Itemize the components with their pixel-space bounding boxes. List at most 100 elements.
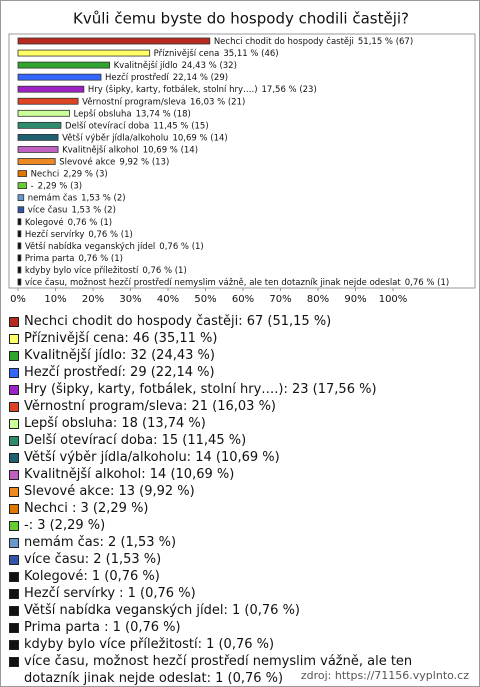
- bar-label: nemám čas 1,53 % (2): [28, 192, 126, 203]
- legend-item: více času: 2 (1,53 %): [9, 551, 469, 568]
- legend-swatch: [9, 538, 19, 548]
- bar: [17, 206, 25, 214]
- legend-label: Kolegové: 1 (0,76 %): [24, 569, 160, 584]
- bar-value-label: 13,74 % (18): [136, 109, 191, 119]
- bar-label: kdyby bylo více příležitostí 0,76 % (1): [25, 265, 187, 275]
- legend-swatch: [9, 640, 19, 650]
- legend-item: Prima parta : 1 (0,76 %): [9, 619, 469, 636]
- bar: [17, 158, 56, 165]
- bar-category: Hezčí servírky: [25, 228, 85, 239]
- legend-swatch: [9, 436, 19, 446]
- bar-label: Delší otevírací doba 11,45 % (15): [65, 120, 209, 131]
- bar-value-label: 0,76 % (1): [79, 253, 123, 263]
- legend-swatch: [9, 589, 19, 599]
- legend-item: Nechci : 3 (2,29 %): [9, 500, 469, 517]
- bar: [17, 242, 22, 250]
- x-tick-label: 100%: [379, 294, 408, 305]
- legend-item: Hry (šipky, karty, fotbálek, stolní hry……: [9, 381, 469, 398]
- legend-label: Větší nabídka veganských jídel: 1 (0,76 …: [24, 603, 300, 618]
- bar-category: nemám čas: [28, 192, 78, 203]
- legend-swatch: [9, 521, 19, 531]
- legend-swatch: [9, 368, 19, 378]
- bar-category: Větší nabídka veganských jídel: [25, 240, 155, 251]
- legend-label: více času, možnost hezčí prostředí nemys…: [24, 654, 413, 686]
- legend-item: Hezčí prostředí: 29 (22,14 %): [9, 364, 469, 381]
- bar-value-label: 2,29 % (3): [38, 181, 82, 191]
- legend-item: nemám čas: 2 (1,53 %): [9, 534, 469, 551]
- bar-category: Delší otevírací doba: [65, 120, 149, 131]
- legend-item: Lepší obsluha: 18 (13,74 %): [9, 415, 469, 432]
- legend-label: Nechci chodit do hospody častěji: 67 (51…: [24, 314, 332, 329]
- legend-swatch: [9, 385, 19, 395]
- legend-label: Věrnostní program/sleva: 21 (16,03 %): [24, 399, 276, 414]
- bar-value-label: 16,03 % (21): [190, 97, 245, 107]
- bar: [17, 73, 102, 81]
- legend-item: Kvalitnější jídlo: 32 (24,43 %): [9, 347, 469, 364]
- bar-category: Hezčí prostředí: [105, 72, 169, 83]
- bar-label: Příznivější cena 35,11 % (46): [154, 48, 279, 59]
- legend-item: Věrnostní program/sleva: 21 (16,03 %): [9, 398, 469, 415]
- bar-value-label: 1,53 % (2): [71, 205, 115, 215]
- bar-value-label: 51,15 % (67): [358, 37, 413, 47]
- x-tick-label: 50%: [194, 294, 216, 305]
- bar: [17, 218, 22, 226]
- legend-swatch: [9, 572, 19, 582]
- x-tick-label: 10%: [44, 294, 66, 305]
- bar-value-label: 35,11 % (46): [223, 49, 278, 59]
- legend-swatch: [9, 334, 19, 344]
- source: zdroj: https://71156.vyplnto.cz: [300, 669, 469, 682]
- legend-label: Prima parta : 1 (0,76 %): [24, 620, 181, 635]
- bar-label: Hezčí prostředí 22,14 % (29): [105, 72, 228, 83]
- legend-swatch: [9, 419, 19, 429]
- bar: [17, 278, 22, 286]
- bar-value-label: 0,76 % (1): [88, 229, 132, 239]
- legend-label: více času: 2 (1,53 %): [24, 552, 162, 567]
- legend-label: Slevové akce: 13 (9,92 %): [24, 484, 195, 499]
- legend-label: -: 3 (2,29 %): [24, 518, 106, 533]
- bar-category: Nechci: [31, 169, 60, 179]
- bar: [17, 133, 59, 141]
- bar-category: Nechci chodit do hospody častěji: [214, 36, 354, 47]
- bar-value-label: 11,45 % (15): [153, 121, 208, 131]
- x-tick-label: 60%: [232, 294, 254, 305]
- bar-value-label: 24,43 % (32): [182, 61, 237, 71]
- bar-label: Lepší obsluha 13,74 % (18): [74, 108, 191, 119]
- legend-swatch: [9, 504, 19, 514]
- plot-frame: [8, 33, 476, 289]
- legend-label: Nechci : 3 (2,29 %): [24, 501, 149, 516]
- bar-value-label: 0,76 % (1): [142, 265, 186, 275]
- bar-category: Kolegové: [25, 216, 64, 227]
- legend-item: Větší výběr jídla/alkoholu: 14 (10,69 %): [9, 449, 469, 466]
- bar-label: Prima parta 0,76 % (1): [25, 253, 123, 263]
- legend-item: Větší nabídka veganských jídel: 1 (0,76 …: [9, 602, 469, 619]
- bar: [17, 61, 111, 69]
- legend-item: více času, možnost hezčí prostředí nemys…: [9, 653, 469, 687]
- x-tick-label: 90%: [344, 294, 366, 305]
- legend-swatch: [9, 487, 19, 497]
- bar-category: Příznivější cena: [154, 48, 220, 59]
- bar-value-label: 0,76 % (1): [405, 278, 449, 288]
- bar-label: Slevové akce 9,92 % (13): [59, 156, 169, 167]
- bar: [17, 121, 62, 129]
- bar-value-label: 1,53 % (2): [81, 193, 125, 203]
- bar-label: Kvalitnější jídlo 24,43 % (32): [114, 60, 237, 71]
- legend-swatch: [9, 657, 19, 667]
- bar-category: Lepší obsluha: [74, 108, 132, 119]
- bar-label: Kvalitnější alkohol 10,69 % (14): [62, 144, 198, 155]
- bar-label: Větší nabídka veganských jídel 0,76 % (1): [25, 240, 204, 251]
- bar-category: více času, možnost hezčí prostředí nemys…: [25, 277, 402, 288]
- bar: [17, 170, 27, 177]
- bar-label: Věrnostní program/sleva 16,03 % (21): [82, 97, 245, 107]
- bar: [17, 194, 25, 202]
- legend-swatch: [9, 470, 19, 480]
- bar: [17, 230, 22, 238]
- bar-label: více času, možnost hezčí prostředí nemys…: [25, 277, 449, 288]
- bar-category: Kvalitnější jídlo: [114, 60, 178, 71]
- bar: [17, 182, 27, 190]
- bar-label: více času 1,53 % (2): [28, 204, 116, 215]
- bar: [17, 109, 70, 117]
- legend-label: Příznivější cena: 46 (35,11 %): [24, 331, 218, 346]
- bar-value-label: 0,76 % (1): [68, 217, 112, 227]
- bar-label: Hezčí servírky 0,76 % (1): [25, 228, 133, 239]
- legend-item: -: 3 (2,29 %): [9, 517, 469, 534]
